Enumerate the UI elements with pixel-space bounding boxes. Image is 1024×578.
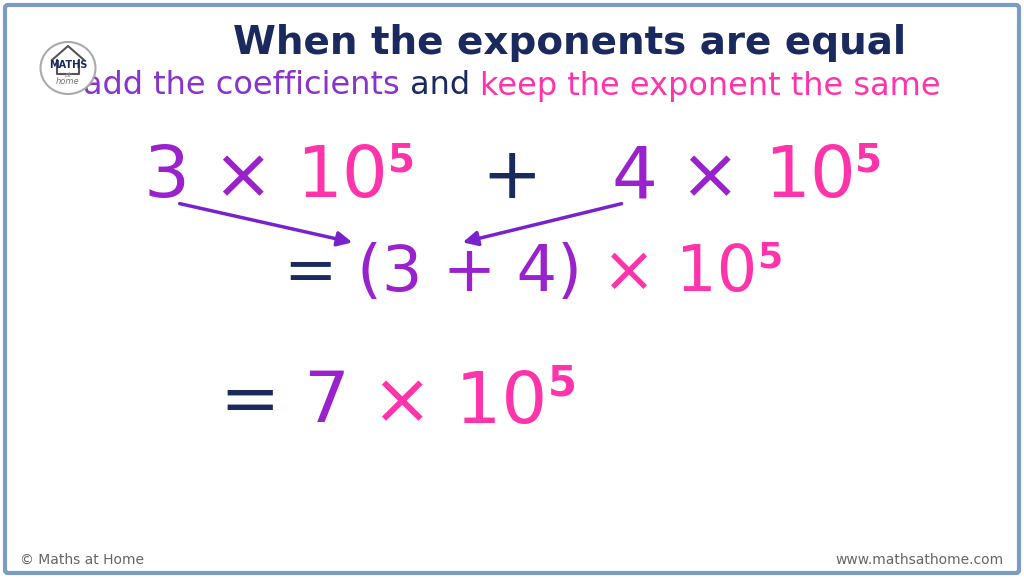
Text: home: home xyxy=(56,77,80,87)
FancyBboxPatch shape xyxy=(5,5,1019,573)
Text: × 10: × 10 xyxy=(349,369,548,438)
Text: 4: 4 xyxy=(611,143,657,213)
Text: 5: 5 xyxy=(548,362,577,404)
Text: (3 + 4): (3 + 4) xyxy=(357,242,583,304)
Text: 10: 10 xyxy=(764,143,855,213)
Text: keep the exponent the same: keep the exponent the same xyxy=(480,71,941,102)
Text: MATHS: MATHS xyxy=(49,60,87,70)
Text: 7: 7 xyxy=(303,369,349,438)
Ellipse shape xyxy=(41,42,95,94)
Text: 5: 5 xyxy=(758,240,782,274)
Text: =: = xyxy=(220,369,303,438)
Text: +: + xyxy=(413,143,611,213)
Text: © Maths at Home: © Maths at Home xyxy=(20,553,144,567)
Text: www.mathsathome.com: www.mathsathome.com xyxy=(836,553,1004,567)
Text: × 10: × 10 xyxy=(583,242,758,304)
Text: =: = xyxy=(284,242,357,304)
Text: ×: × xyxy=(189,143,296,213)
Text: and: and xyxy=(400,71,480,102)
Text: When the exponents are equal: When the exponents are equal xyxy=(233,24,906,62)
Text: at: at xyxy=(65,72,72,78)
Text: 5: 5 xyxy=(855,141,883,179)
Text: ×: × xyxy=(657,143,764,213)
Text: 10: 10 xyxy=(296,143,388,213)
Text: 3: 3 xyxy=(144,143,189,213)
Text: add the coefficients: add the coefficients xyxy=(83,71,400,102)
Text: 5: 5 xyxy=(388,141,415,179)
